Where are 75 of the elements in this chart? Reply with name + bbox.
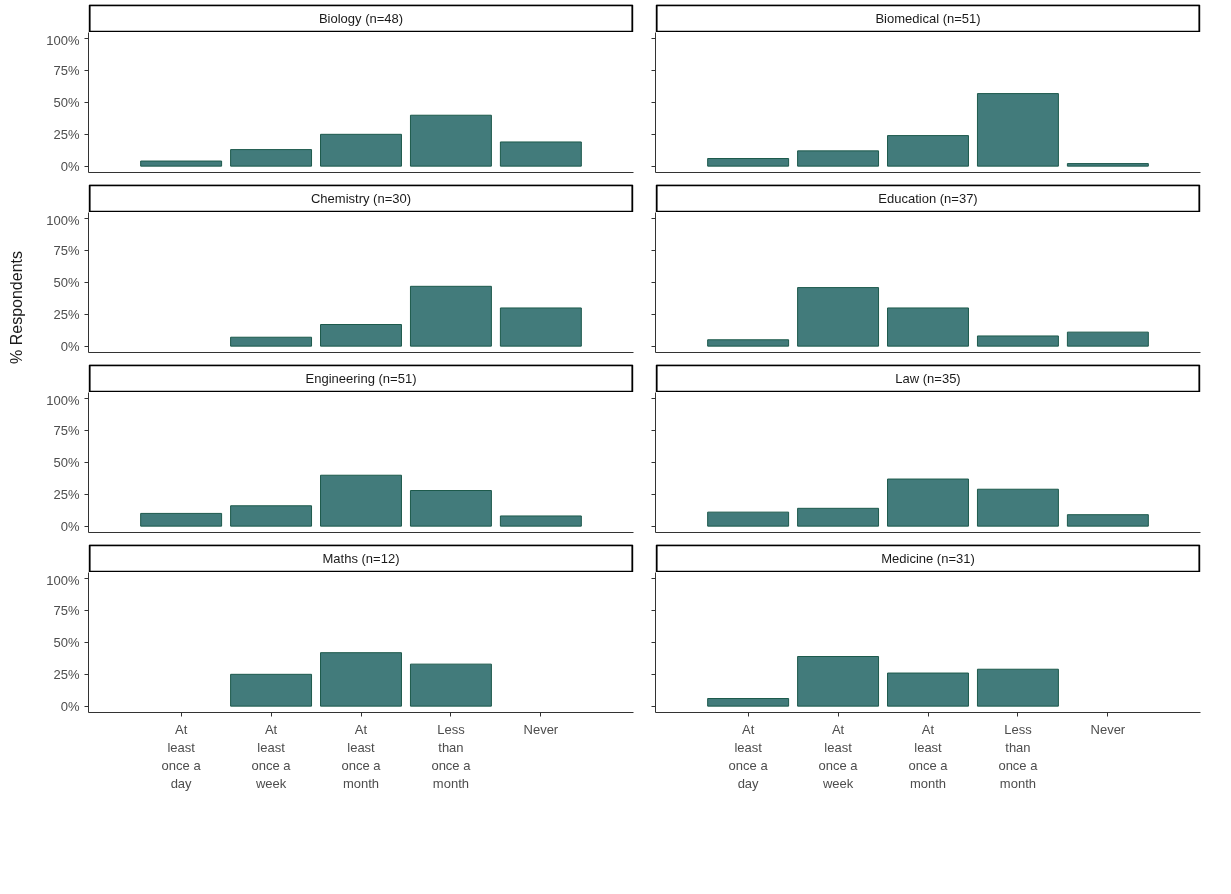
x-tick-label: Never — [523, 721, 559, 737]
x-tick-label: Less than once a month — [998, 721, 1039, 791]
y-tick-label: 75% — [53, 423, 80, 439]
bar — [320, 324, 402, 347]
y-tick-label: 100% — [46, 572, 80, 588]
bar — [230, 336, 313, 347]
chart-title: Maths (n=12) — [322, 551, 400, 566]
y-tick-label: 75% — [53, 243, 80, 259]
y-tick-label: 0% — [60, 158, 80, 174]
bar — [1066, 331, 1149, 347]
y-tick-label: 50% — [53, 95, 80, 110]
bar — [140, 160, 223, 167]
bar — [887, 478, 969, 527]
bar — [976, 335, 1059, 347]
bar — [797, 150, 880, 167]
y-axis-title: % Respondents — [7, 251, 25, 364]
x-tick-label: Never — [1090, 721, 1126, 737]
bar — [499, 141, 582, 167]
y-tick-label: 100% — [46, 32, 80, 48]
bar — [409, 490, 492, 527]
bar — [409, 663, 492, 707]
bar — [976, 93, 1059, 167]
y-tick-label: 50% — [53, 275, 80, 290]
bar — [320, 652, 402, 707]
bar — [230, 149, 313, 167]
y-tick-label: 50% — [53, 635, 80, 650]
bar — [797, 287, 880, 347]
chart-title: Chemistry (n=30) — [310, 191, 412, 206]
x-tick-label: Less than once a month — [431, 721, 472, 791]
chart-title: Medicine (n=31) — [881, 551, 975, 566]
x-tick-label: At least once a day — [728, 721, 769, 791]
bar — [499, 307, 582, 347]
chart-title: Biology (n=48) — [318, 11, 404, 26]
y-tick-label: 25% — [53, 666, 80, 682]
bar — [140, 512, 223, 527]
x-tick-label: At least once a month — [908, 721, 949, 791]
bar — [320, 133, 402, 167]
bar — [230, 673, 313, 707]
bar — [499, 515, 582, 527]
bar — [230, 505, 313, 527]
y-tick-label: 100% — [46, 392, 80, 408]
y-tick-label: 25% — [53, 306, 80, 322]
chart-title: Biomedical (n=51) — [875, 11, 981, 26]
bar — [976, 488, 1059, 527]
bar — [409, 114, 492, 167]
y-tick-label: 75% — [53, 603, 80, 619]
y-tick-label: 25% — [53, 126, 80, 142]
x-tick-label: At least once a month — [341, 721, 382, 791]
bar — [707, 511, 790, 527]
y-tick-label: 25% — [53, 486, 80, 502]
y-tick-label: 0% — [60, 698, 80, 714]
y-tick-label: 100% — [46, 212, 80, 228]
chart-title: Education (n=37) — [878, 191, 978, 206]
bar — [797, 656, 880, 707]
x-tick-label: At least once a day — [161, 721, 202, 791]
x-tick-label: At least once a week — [251, 721, 292, 791]
bar — [1066, 163, 1149, 167]
y-tick-label: 0% — [60, 518, 80, 534]
bar — [1066, 514, 1149, 527]
bar — [887, 307, 969, 347]
x-tick-label: At least once a week — [818, 721, 859, 791]
chart-title: Engineering (n=51) — [305, 371, 417, 386]
chart-title: Law (n=35) — [895, 371, 961, 386]
y-tick-label: 75% — [53, 63, 80, 79]
bar — [887, 672, 969, 707]
bar — [976, 668, 1059, 707]
y-tick-label: 50% — [53, 455, 80, 470]
bar — [707, 698, 790, 707]
bar — [707, 339, 790, 347]
bar — [707, 158, 790, 167]
bar — [887, 135, 969, 167]
y-tick-label: 0% — [60, 338, 80, 354]
bar — [797, 507, 880, 527]
bar — [320, 474, 402, 527]
bar — [409, 285, 492, 347]
